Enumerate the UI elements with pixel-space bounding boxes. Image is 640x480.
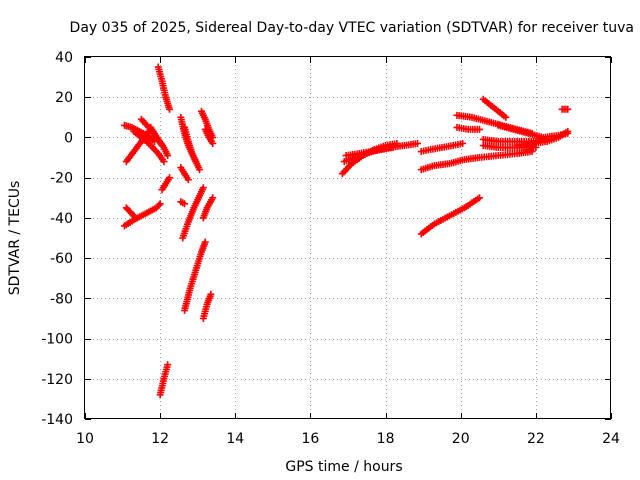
x-tick-label: 16 [302,431,320,447]
y-tick-label: -40 [50,211,73,227]
series-arc3 [130,127,168,166]
grid [85,57,611,419]
data-point [166,105,174,113]
x-axis-title: GPS time / hours [285,459,402,475]
y-tick-label: -60 [50,251,73,267]
y-tick-label: 40 [55,50,73,66]
y-tick-label: -20 [50,171,73,187]
axis-ticks [85,57,612,420]
data-point [130,212,138,220]
series-arc5 [147,123,166,149]
data-point [158,141,166,149]
series-arc26 [417,139,467,156]
series-arc33 [513,127,572,149]
x-tick-label: 24 [602,431,620,447]
data-point [209,194,217,202]
x-tick-label: 12 [151,431,169,447]
x-tick-label: 14 [226,431,244,447]
series-arc27 [453,123,483,133]
data-point [414,139,422,147]
data-point [564,127,572,135]
series-arc25 [417,148,536,174]
data-point [129,211,137,219]
series-arc13 [177,164,192,184]
data-point [528,148,536,156]
data-point [201,238,209,246]
y-tick-label: 0 [64,130,73,146]
y-tick-labels: 40 20 0 -20 -40 -60 -80 -100 -120 -140 [41,50,73,428]
series-arc23 [342,144,397,160]
series-arc15 [179,184,207,242]
data-point [184,176,192,184]
data-point [199,184,207,192]
series-arc18 [199,194,217,222]
x-tick-label: 20 [452,431,470,447]
series-arc12 [181,123,204,174]
series-arc10 [156,361,172,399]
data-marks [120,63,572,399]
y-axis-title: SDTVAR / TECUs [7,181,23,296]
series-arc16 [181,238,209,314]
data-point [160,158,168,166]
data-point [166,174,174,182]
data-point [459,139,467,147]
y-tick-label: -100 [41,332,73,348]
data-point [164,152,172,160]
series-arc9 [158,174,174,194]
data-point [564,105,572,113]
x-tick-labels: 10 12 14 16 18 20 22 24 [76,431,620,447]
data-point [155,201,163,209]
data-point [156,200,164,208]
data-point [389,144,397,151]
y-tick-label: -140 [41,412,73,428]
series-arc34 [558,105,572,113]
y-tick-label: -120 [41,372,73,388]
y-tick-label: 20 [55,90,73,106]
series-arc8 [154,63,174,113]
series-arc14 [177,198,189,208]
data-point [164,361,172,369]
data-point [196,166,204,174]
y-tick-label: -80 [50,291,73,307]
data-point [181,200,189,208]
series-arc17 [199,290,215,322]
plot-frame [84,56,611,419]
x-tick-label: 22 [527,431,545,447]
x-tick-label: 18 [377,431,395,447]
data-point [476,125,483,133]
data-point [209,139,217,147]
series-arc20 [201,125,217,147]
series-arc24 [417,194,483,238]
series-arc6 [120,200,164,230]
series-arc29 [479,95,510,121]
chart-title: Day 035 of 2025, Sidereal Day-to-day VTE… [70,20,634,36]
data-point [207,290,215,298]
series-arc7 [122,204,138,220]
data-point [502,113,510,121]
data-point [476,194,483,202]
x-tick-label: 10 [76,431,94,447]
